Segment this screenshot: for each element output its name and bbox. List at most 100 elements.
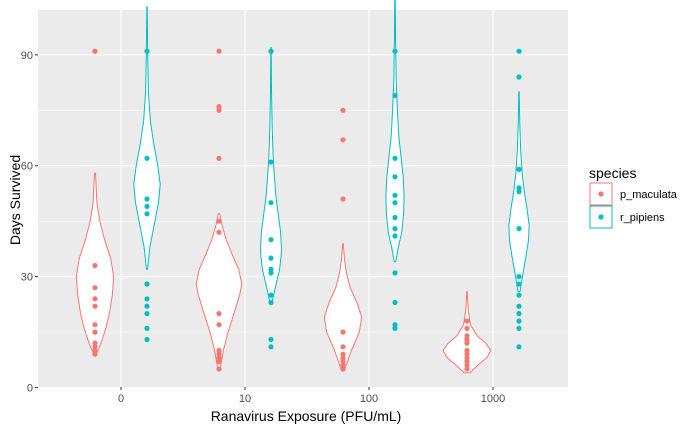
data-point [144, 296, 150, 302]
data-point [216, 322, 222, 328]
data-point [216, 347, 222, 354]
data-point [92, 285, 98, 291]
data-point [516, 274, 522, 280]
data-point [268, 344, 274, 350]
data-point [516, 185, 522, 191]
grid [38, 10, 568, 389]
data-point [392, 214, 398, 221]
data-point [340, 362, 346, 368]
data-point [516, 281, 522, 287]
data-point [92, 344, 98, 350]
x-tick-label: 10 [239, 393, 251, 405]
data-point [392, 270, 398, 276]
y-tick-label: 0 [27, 383, 33, 395]
data-point [516, 318, 522, 324]
data-point [392, 92, 398, 99]
data-point [92, 347, 98, 354]
data-point [144, 336, 150, 343]
data-point [216, 351, 222, 357]
points [92, 48, 522, 372]
data-point [464, 366, 470, 372]
data-point [268, 48, 274, 54]
data-point [92, 329, 98, 335]
data-point [464, 351, 470, 357]
data-point [392, 233, 398, 239]
data-point [144, 281, 150, 287]
data-point [516, 166, 522, 172]
data-point [268, 266, 274, 272]
data-point [464, 340, 470, 346]
violin-p_maculata-10 [195, 213, 243, 370]
data-point [392, 299, 398, 306]
violin-r_pipiens-10 [259, 47, 283, 303]
violin-p_maculata-1000 [442, 290, 492, 374]
data-point [516, 48, 522, 54]
data-point [464, 362, 470, 368]
y-tick-label: 60 [21, 161, 33, 173]
data-point [268, 299, 274, 306]
data-point [392, 48, 398, 54]
data-point [92, 340, 98, 346]
legend-label-r_pipiens: r_pipiens [620, 212, 665, 224]
data-point [144, 48, 150, 54]
data-point [216, 359, 222, 365]
data-point [464, 318, 470, 324]
data-point [516, 226, 522, 232]
data-point [516, 344, 522, 350]
data-point [516, 325, 522, 331]
data-point [516, 189, 522, 195]
data-point [268, 292, 274, 298]
data-point [516, 311, 522, 317]
data-point [216, 355, 222, 361]
data-point [92, 303, 98, 309]
data-point [392, 192, 398, 198]
data-point [392, 174, 398, 180]
violin-r_pipiens-0 [133, 6, 161, 270]
data-point [392, 155, 398, 161]
data-point [144, 303, 150, 309]
legend-label-p_maculata: p_maculata [620, 189, 678, 201]
data-point [268, 270, 274, 276]
data-point [144, 211, 150, 217]
data-point [216, 104, 222, 110]
data-point [340, 366, 346, 372]
legend-key-point [598, 191, 604, 197]
x-tick-label: 100 [360, 393, 378, 405]
data-point [340, 355, 346, 361]
data-point [92, 262, 98, 269]
data-point [464, 359, 470, 365]
data-point [216, 155, 222, 161]
legend-key-point [598, 214, 604, 220]
data-point [216, 366, 222, 372]
data-point [268, 237, 274, 243]
y-tick-label: 90 [21, 50, 33, 62]
data-point [464, 336, 470, 343]
panel-background [38, 10, 568, 387]
data-point [92, 48, 98, 54]
data-point [340, 359, 346, 365]
data-point [464, 355, 470, 361]
data-point [340, 137, 346, 143]
data-point [92, 296, 98, 302]
data-point [340, 344, 346, 350]
data-point [216, 107, 222, 113]
data-point [464, 325, 470, 331]
data-point [216, 229, 222, 235]
data-point [340, 196, 346, 202]
data-point [516, 292, 522, 298]
x-axis-title: Ranavirus Exposure (PFU/mL) [211, 408, 402, 424]
data-point [516, 303, 522, 309]
violin-p_maculata-100 [323, 242, 363, 370]
data-point [340, 329, 346, 335]
data-point [392, 322, 398, 328]
data-point [464, 347, 470, 354]
data-point [392, 325, 398, 331]
x-tick-label: 0 [118, 393, 124, 405]
data-point [392, 226, 398, 232]
data-point [268, 159, 274, 165]
data-point [464, 333, 470, 339]
data-point [216, 311, 222, 317]
data-point [268, 200, 274, 206]
y-axis: 0 30 60 90 [21, 50, 38, 395]
data-point [392, 200, 398, 206]
